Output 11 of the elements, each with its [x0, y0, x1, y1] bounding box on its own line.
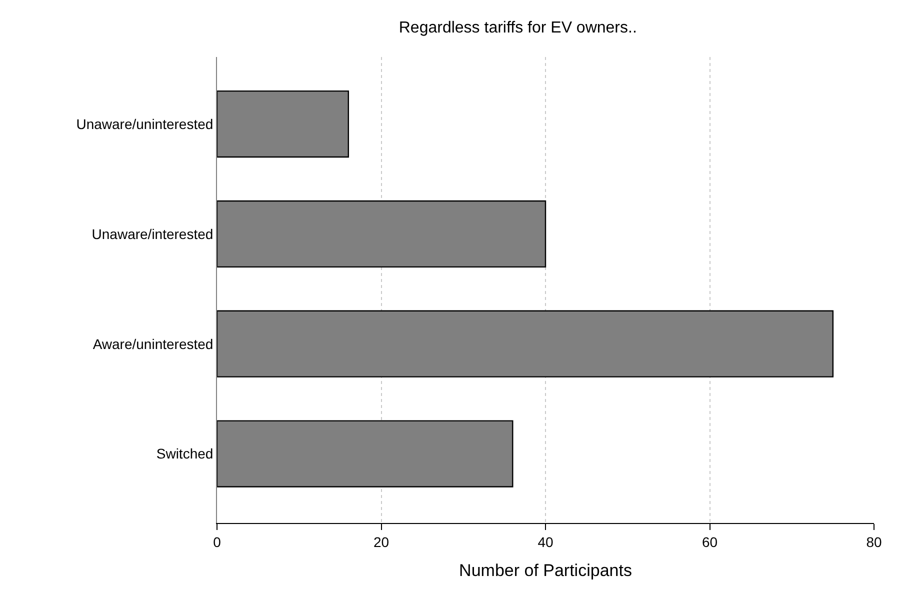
x-tick-label: 0	[213, 534, 222, 550]
x-tick-label: 40	[538, 534, 554, 550]
x-tick-label: 20	[373, 534, 390, 550]
y-tick-label: Unaware/interested	[92, 226, 214, 242]
x-tick-label: 60	[702, 534, 718, 550]
x-axis-title: Number of Participants	[459, 561, 632, 580]
y-tick-label: Aware/uninterested	[92, 336, 214, 352]
chart-title: Regardless tariffs for EV owners..	[398, 20, 637, 37]
x-tick-label: 80	[866, 534, 882, 550]
y-tick-label: Unaware/uninterested	[76, 116, 214, 132]
y-tick-label: Switched	[156, 446, 214, 462]
